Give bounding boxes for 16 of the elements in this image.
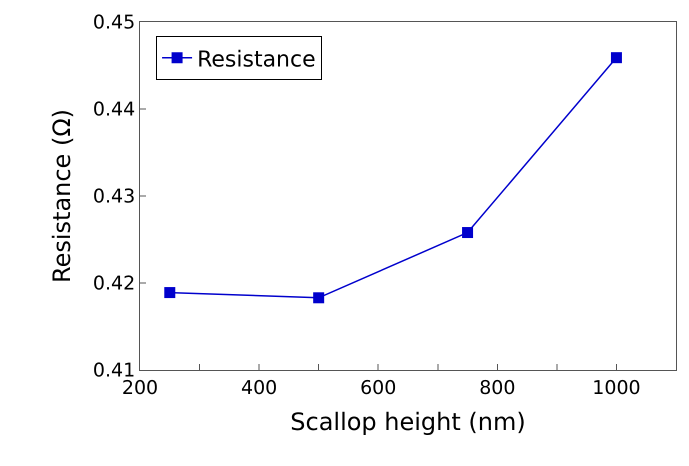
point (313, 292, 324, 304)
x-tick-label: 400 (240, 376, 278, 399)
y-tick-label: 0.45 (92, 12, 136, 34)
x-tick-label: 200 (122, 376, 158, 399)
x-tick-label: 600 (360, 376, 396, 399)
point (462, 227, 474, 238)
x-tick-label: 1000 (592, 376, 641, 399)
y-tick-label: 0.42 (92, 272, 136, 295)
x-axis-title: Scallop height (nm) (290, 408, 526, 436)
y-axis-title: Resistance (Ω) (48, 108, 76, 284)
point (164, 287, 176, 298)
x-tick-label: 800 (479, 376, 516, 399)
point (610, 52, 622, 64)
legend-label: Resistance (197, 47, 316, 72)
y-tick-label: 0.43 (92, 186, 136, 208)
y-tick-label: 0.44 (92, 98, 136, 121)
